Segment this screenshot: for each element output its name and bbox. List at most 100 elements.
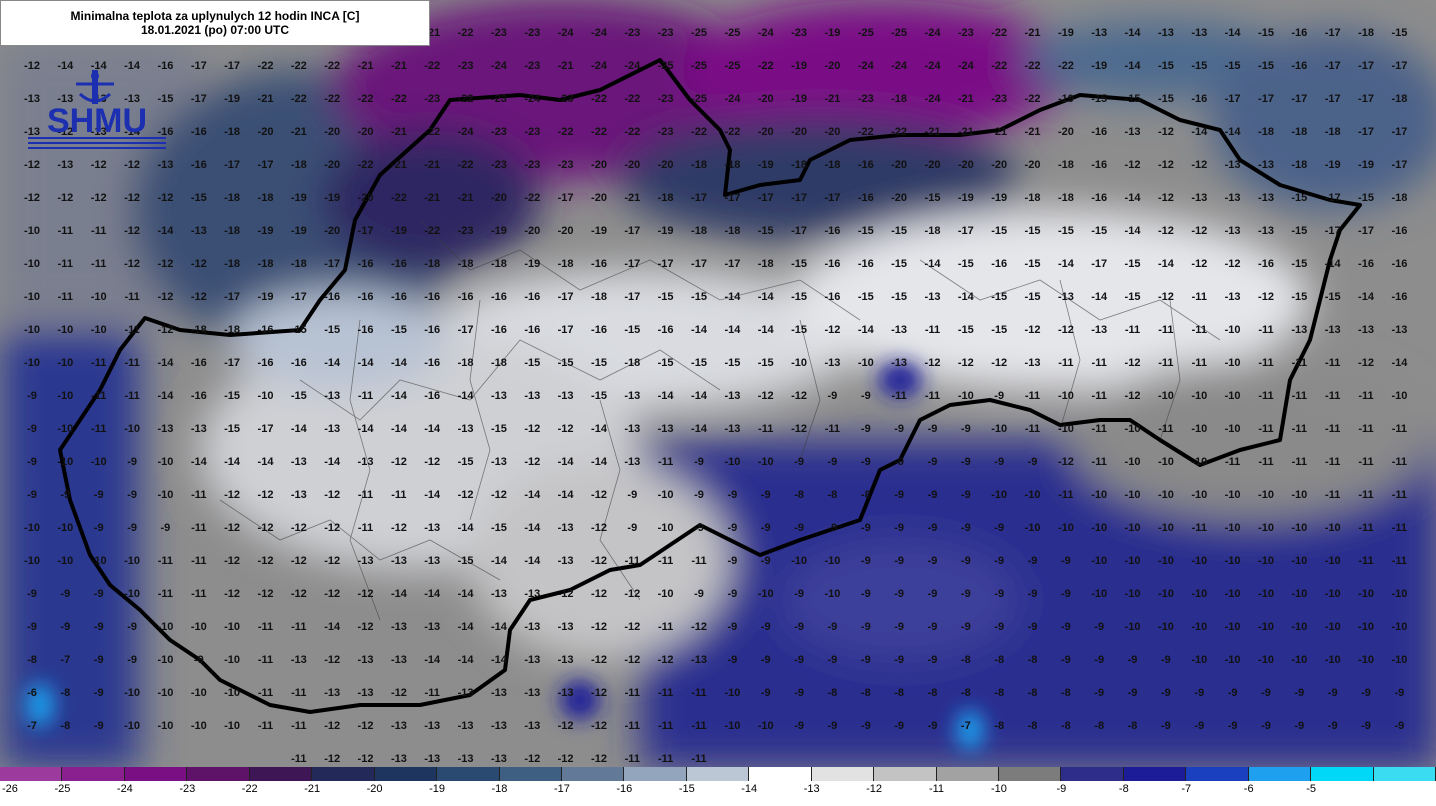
grid-value-label: -22 — [1025, 93, 1041, 105]
grid-value-label: -23 — [491, 93, 507, 105]
grid-value-label: -17 — [1258, 93, 1274, 105]
grid-value-label: -17 — [1325, 225, 1341, 237]
legend-tick-label: -14 — [741, 783, 758, 795]
grid-value-label: -9 — [828, 720, 838, 732]
grid-value-label: -12 — [591, 720, 607, 732]
grid-value-label: -15 — [858, 291, 874, 303]
grid-value-label: -13 — [458, 423, 474, 435]
grid-value-label: -11 — [425, 687, 440, 699]
grid-value-label: -12 — [958, 357, 974, 369]
grid-value-label: -10 — [1191, 588, 1207, 600]
grid-value-label: -13 — [824, 357, 840, 369]
legend-swatch — [499, 767, 562, 781]
grid-value-label: -9 — [627, 522, 637, 534]
grid-value-label: -15 — [491, 423, 507, 435]
grid-value-label: -10 — [1125, 522, 1141, 534]
grid-value-label: -20 — [758, 126, 774, 138]
grid-value-label: -10 — [1325, 621, 1341, 633]
grid-value-label: -11 — [91, 390, 106, 402]
grid-value-label: -11 — [91, 357, 106, 369]
grid-value-label: -22 — [891, 126, 907, 138]
grid-value-label: -15 — [1258, 60, 1274, 72]
grid-value-label: -10 — [157, 654, 173, 666]
grid-value-label: -9 — [961, 588, 971, 600]
grid-value-label: -24 — [558, 27, 575, 39]
grid-value-label: -24 — [591, 60, 608, 72]
grid-value-label: -12 — [558, 720, 574, 732]
legend-swatch — [312, 767, 375, 781]
grid-value-label: -9 — [794, 456, 804, 468]
grid-value-label: -11 — [191, 555, 206, 567]
grid-value-label: -18 — [925, 225, 941, 237]
grid-value-label: -11 — [1258, 390, 1273, 402]
grid-value-label: -20 — [558, 225, 574, 237]
grid-value-label: -18 — [224, 192, 240, 204]
grid-value-label: -12 — [591, 489, 607, 501]
grid-value-label: -13 — [358, 456, 374, 468]
grid-value-label: -12 — [691, 621, 707, 633]
grid-value-label: -14 — [424, 423, 441, 435]
grid-value-label: -14 — [157, 225, 174, 237]
grid-value-label: -10 — [1225, 423, 1241, 435]
grid-value-label: -12 — [758, 390, 774, 402]
grid-value-label: -21 — [824, 93, 840, 105]
grid-value-label: -12 — [1191, 159, 1207, 171]
grid-value-label: -22 — [624, 126, 640, 138]
grid-value-label: -14 — [324, 456, 341, 468]
grid-value-label: -25 — [691, 27, 707, 39]
grid-value-label: -18 — [1325, 126, 1341, 138]
grid-value-label: -14 — [1091, 291, 1108, 303]
grid-value-label: -12 — [1191, 225, 1207, 237]
grid-value-label: -13 — [524, 621, 540, 633]
grid-value-label: -17 — [724, 258, 740, 270]
legend-swatch — [1186, 767, 1249, 781]
grid-value-label: -16 — [658, 324, 674, 336]
grid-value-label: -8 — [60, 720, 70, 732]
grid-value-label: -9 — [994, 522, 1004, 534]
grid-value-label: -13 — [358, 555, 374, 567]
grid-value-label: -9 — [94, 588, 104, 600]
grid-value-label: -10 — [1225, 489, 1241, 501]
grid-value-label: -12 — [1125, 159, 1141, 171]
grid-value-label: -10 — [1158, 456, 1174, 468]
grid-value-label: -13 — [491, 720, 507, 732]
grid-value-label: -10 — [824, 588, 840, 600]
grid-value-label: -23 — [958, 27, 974, 39]
grid-value-label: -21 — [391, 159, 407, 171]
grid-value-label: -9 — [894, 720, 904, 732]
grid-value-label: -23 — [858, 93, 874, 105]
grid-value-label: -18 — [891, 93, 907, 105]
grid-value-label: -25 — [891, 27, 907, 39]
grid-value-label: -11 — [191, 522, 206, 534]
grid-value-label: -11 — [1158, 423, 1173, 435]
grid-value-label: -10 — [1225, 357, 1241, 369]
grid-value-label: -9 — [928, 555, 938, 567]
grid-value-label: -9 — [994, 588, 1004, 600]
grid-value-label: -12 — [191, 291, 207, 303]
grid-value-label: -16 — [591, 324, 607, 336]
grid-value-label: -24 — [758, 27, 775, 39]
grid-value-label: -17 — [224, 60, 240, 72]
grid-value-label: -9 — [861, 588, 871, 600]
grid-value-label: -10 — [124, 687, 140, 699]
grid-value-label: -10 — [1225, 390, 1241, 402]
grid-value-label: -14 — [424, 588, 441, 600]
grid-value-label: -22 — [724, 126, 740, 138]
grid-value-label: -19 — [524, 258, 540, 270]
grid-value-label: -19 — [1325, 159, 1341, 171]
grid-value-label: -8 — [828, 687, 838, 699]
grid-value-label: -13 — [624, 456, 640, 468]
grid-value-label: -9 — [894, 555, 904, 567]
grid-value-label: -12 — [358, 621, 374, 633]
legend-tick-label: -17 — [553, 783, 570, 795]
grid-value-label: -10 — [1358, 654, 1374, 666]
grid-value-label: -15 — [1125, 258, 1141, 270]
legend-tick-label: -8 — [1118, 783, 1129, 795]
legend-swatch — [1061, 767, 1124, 781]
grid-value-label: -15 — [191, 192, 207, 204]
grid-value-label: -10 — [1391, 621, 1407, 633]
grid-value-label: -20 — [991, 159, 1007, 171]
grid-value-label: -24 — [925, 93, 942, 105]
grid-value-label: -7 — [60, 654, 70, 666]
grid-value-label: -14 — [958, 291, 975, 303]
